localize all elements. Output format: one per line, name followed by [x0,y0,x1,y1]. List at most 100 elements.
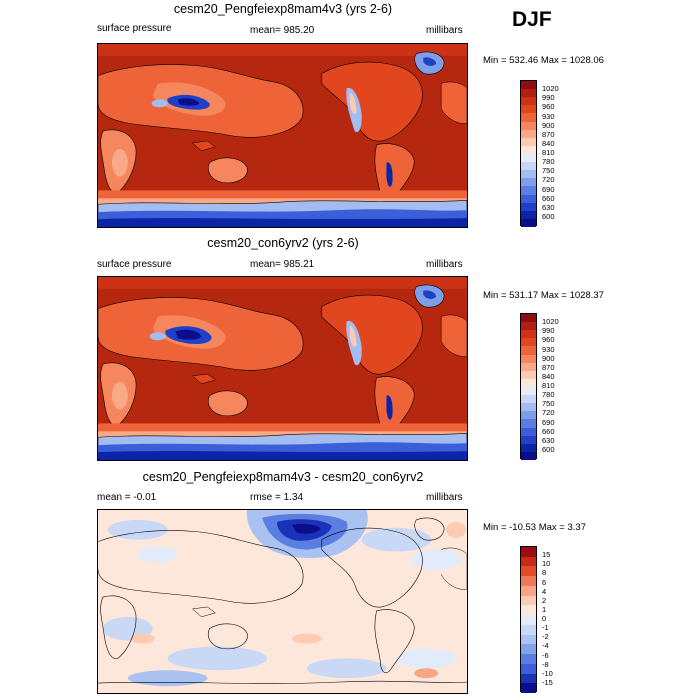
colorbar-label: 930 [542,111,555,121]
colorbar-swatch [521,644,536,655]
colorbar-swatch [521,162,536,171]
colorbar-label: 630 [542,435,555,445]
colorbar-label: 8 [542,568,547,578]
colorbar-label: 0 [542,614,547,623]
colorbar-swatch [521,605,536,616]
panel-2-left-label: surface pressure [97,259,172,270]
colorbar-label: 900 [542,120,555,130]
colorbar-swatch [521,595,536,606]
colorbar-swatch [521,89,536,98]
colorbar-swatch [521,322,536,331]
colorbar-label: -6 [542,650,549,660]
colorbar-swatch [521,419,536,429]
colorbar-swatch [521,81,536,90]
colorbar-swatch [521,137,536,147]
colorbar-swatch [521,97,536,106]
colorbar-label: 690 [542,417,555,427]
colorbar-swatch [521,443,536,453]
panel-1-title: cesm20_Pengfeiexp8mam4v3 (yrs 2-6) [173,2,393,16]
colorbar-label: 6 [542,577,547,587]
panel-2-map [97,276,468,461]
panel-2-center-label: mean= 985.21 [250,259,315,270]
colorbar-label: -10 [542,668,553,678]
colorbar-swatch [521,202,536,212]
colorbar-swatch [521,218,536,228]
colorbar-label: 1 [542,604,547,614]
colorbar-swatch [521,387,536,396]
panel-3-left-label: mean = -0.01 [97,492,157,503]
panel-3-map [97,509,468,694]
panel-1-left-label: surface pressure [97,23,172,34]
colorbar-label: -1 [542,623,549,633]
colorbar-swatch [521,663,536,675]
colorbar-swatch [521,427,536,437]
colorbar-swatch [521,585,536,597]
colorbar-label: 600 [542,211,555,221]
panel-3-title: cesm20_Pengfeiexp8mam4v3 - cesm20_con6yr… [142,470,424,484]
colorbar-label: 870 [542,362,555,372]
colorbar-swatch [521,411,536,420]
colorbar-label: 840 [542,138,555,148]
colorbar-label: -4 [542,641,549,651]
colorbar-label: 960 [542,335,555,345]
colorbar-swatch [521,113,536,123]
colorbar-swatch [521,395,536,404]
colorbar-swatch [521,556,536,567]
colorbar-swatch [521,378,536,388]
colorbar-swatch [521,186,536,196]
panel-3-colorbar-swatches [520,546,537,694]
colorbar-swatch [521,330,536,339]
colorbar-swatch [521,451,536,461]
colorbar-label: 960 [542,102,555,112]
colorbar-swatch [521,624,536,636]
colorbar-swatch [521,615,536,626]
panel-2-colorbar-swatches [520,313,537,461]
colorbar-swatch [521,314,536,323]
colorbar-label: 720 [542,408,555,418]
colorbar-swatch [521,683,536,694]
colorbar-label: 1020 [542,84,559,94]
colorbar-label: 810 [542,148,555,157]
colorbar-label: -8 [542,659,549,669]
panel-2-minmax: Min = 531.17 Max = 1028.37 [483,290,604,301]
panel-3-minmax: Min = -10.53 Max = 3.37 [483,522,586,533]
colorbar-swatch [521,154,536,163]
colorbar-label: 870 [542,129,555,139]
colorbar-label: 630 [542,202,555,212]
panel-3-center-label: rmse = 1.34 [250,492,304,503]
colorbar-swatch [521,362,536,372]
colorbar-label: 2 [542,595,547,605]
colorbar-label: 750 [542,399,555,409]
colorbar-label: 810 [542,381,555,390]
panel-2-map-svg [98,277,467,460]
colorbar-label: 690 [542,184,555,194]
colorbar-swatch [521,654,536,665]
colorbar-label: 10 [542,559,551,569]
panel-1-colorbar-swatches [520,80,537,228]
colorbar-swatch [521,121,536,131]
colorbar-swatch [521,194,536,204]
colorbar-label: 750 [542,166,555,176]
colorbar-label: 840 [542,371,555,381]
season-label: DJF [512,8,552,31]
colorbar-swatch [521,435,536,445]
colorbar-swatch [521,354,536,364]
panel-1-minmax: Min = 532.46 Max = 1028.06 [483,55,604,66]
colorbar-label: 780 [542,157,555,167]
panel-2-title: cesm20_con6yrv2 (yrs 2-6) [207,236,359,250]
colorbar-swatch [521,210,536,220]
colorbar-label: 900 [542,353,555,363]
colorbar-swatch [521,370,536,380]
colorbar-label: 990 [542,326,555,336]
panel-2-right-label: millibars [426,259,463,270]
colorbar-swatch [521,170,536,179]
colorbar-label: 720 [542,175,555,185]
colorbar-label: 780 [542,390,555,400]
colorbar-swatch [521,145,536,155]
colorbar-label: 660 [542,426,555,436]
colorbar-label: 600 [542,444,555,454]
colorbar-label: 930 [542,344,555,354]
colorbar-label: 1020 [542,317,559,327]
colorbar-swatch [521,346,536,356]
colorbar-swatch [521,178,536,187]
